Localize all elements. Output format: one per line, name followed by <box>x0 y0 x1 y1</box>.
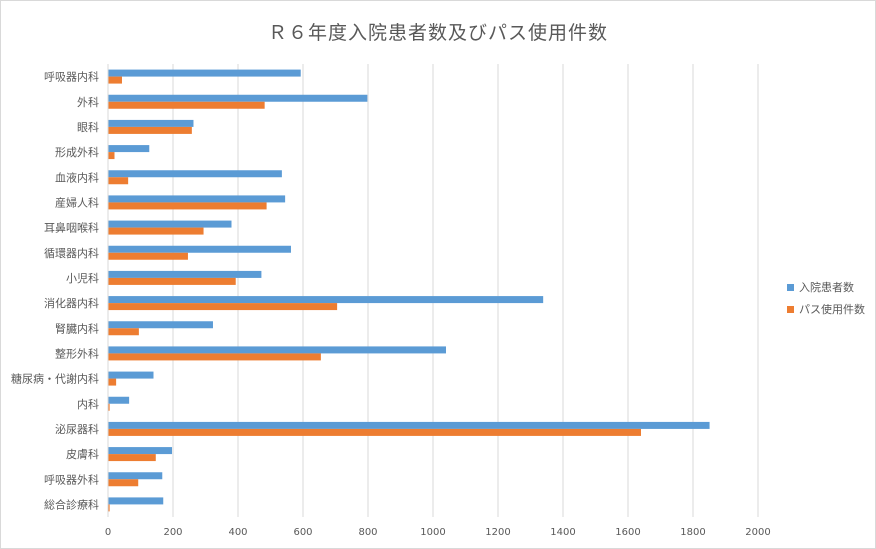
bar-series1 <box>108 220 232 228</box>
bar-series2 <box>108 454 156 462</box>
bar-series1 <box>108 245 291 253</box>
x-tick-label: 600 <box>293 527 312 538</box>
bar-series1 <box>108 371 154 379</box>
category-label: 整形外科 <box>55 346 99 360</box>
bar-series2 <box>108 328 139 336</box>
bar-series1 <box>108 321 213 329</box>
x-tick-label: 1600 <box>615 527 640 538</box>
category-label: 耳鼻咽喉科 <box>44 221 99 235</box>
x-tick-label: 2000 <box>745 527 770 538</box>
x-tick-label: 200 <box>163 527 182 538</box>
bar-series1 <box>108 119 194 127</box>
category-label: 外科 <box>77 95 99 109</box>
bar-series2 <box>108 428 641 436</box>
category-label: 眼科 <box>77 120 99 134</box>
category-label: 循環器内科 <box>44 246 99 260</box>
bar-series1 <box>108 396 130 404</box>
chart-title: Ｒ６年度入院患者数及びパス使用件数 <box>267 22 608 44</box>
category-label: 形成外科 <box>55 145 99 159</box>
bar-series2 <box>108 504 110 512</box>
x-tick-label: 800 <box>358 527 377 538</box>
category-label: 呼吸器内科 <box>44 70 99 84</box>
bar-series1 <box>108 421 710 429</box>
bars <box>108 69 710 512</box>
category-label: 内科 <box>77 397 99 411</box>
bar-series2 <box>108 252 188 260</box>
category-label: 消化器内科 <box>44 296 99 310</box>
x-tick-label: 1000 <box>420 527 445 538</box>
category-label: 糖尿病・代謝内科 <box>11 372 99 386</box>
x-tick-label: 1200 <box>485 527 510 538</box>
x-tick-label: 1400 <box>550 527 575 538</box>
category-label: 総合診療科 <box>44 497 99 511</box>
category-label: 泌尿器科 <box>55 422 99 436</box>
bar-series1 <box>108 170 282 178</box>
legend-label: 入院患者数 <box>799 280 854 294</box>
bar-series2 <box>108 152 115 160</box>
bar-series1 <box>108 296 544 304</box>
bar-series2 <box>108 277 236 285</box>
x-tick-label: 0 <box>105 527 111 538</box>
bar-series2 <box>108 378 117 386</box>
bar-series1 <box>108 270 262 278</box>
bar-series2 <box>108 177 129 185</box>
bar-series1 <box>108 346 446 354</box>
bar-series2 <box>108 303 338 311</box>
legend-swatch <box>787 284 794 291</box>
bar-series2 <box>108 101 265 109</box>
bar-series1 <box>108 94 368 102</box>
bar-series1 <box>108 145 150 153</box>
bar-series1 <box>108 497 164 505</box>
bar-series2 <box>108 202 267 210</box>
bar-series1 <box>108 447 173 455</box>
category-label: 血液内科 <box>55 170 99 184</box>
category-label: 小児科 <box>66 271 99 285</box>
x-tick-label: 400 <box>228 527 247 538</box>
bar-series2 <box>108 126 192 134</box>
bar-series2 <box>108 403 110 411</box>
bar-series2 <box>108 353 321 361</box>
bar-series1 <box>108 472 163 480</box>
gridlines <box>172 64 759 517</box>
bar-series2 <box>108 76 122 84</box>
axis: 0 200 400 600 800 1000 1200 1400 1600 1800 2000 呼吸器… <box>11 64 771 538</box>
x-tick-label: 1800 <box>680 527 705 538</box>
bar-series2 <box>108 479 139 487</box>
bar-series2 <box>108 227 204 235</box>
bar-series1 <box>108 69 301 77</box>
bar-series1 <box>108 195 286 203</box>
category-label: 産婦人科 <box>55 195 99 209</box>
legend-label: パス使用件数 <box>799 303 865 316</box>
category-label: 腎臓内科 <box>55 321 99 335</box>
category-label: 呼吸器外科 <box>44 472 99 486</box>
legend-swatch <box>787 306 794 313</box>
category-label: 皮膚科 <box>66 447 99 461</box>
